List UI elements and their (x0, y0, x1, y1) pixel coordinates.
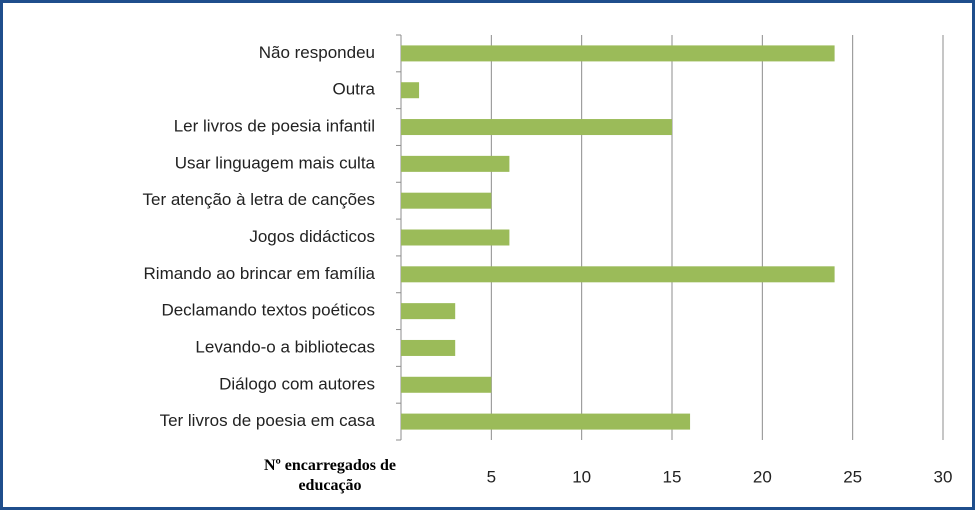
x-tick-label: 5 (487, 467, 496, 486)
y-tick-label: Usar linguagem mais culta (175, 153, 376, 172)
bar (401, 192, 492, 209)
y-tick-label: Ler livros de poesia infantil (174, 117, 375, 136)
x-tick-label: 10 (572, 467, 591, 486)
y-tick-label: Rimando ao brincar em família (144, 264, 376, 283)
bar (401, 119, 672, 136)
x-tick-label: 15 (663, 467, 682, 486)
x-axis-label: Nº encarregados de educação (263, 457, 397, 494)
y-tick-label: Ter livros de poesia em casa (160, 411, 376, 430)
bar (401, 413, 691, 430)
y-tick-label: Diálogo com autores (219, 374, 375, 393)
bar (401, 303, 456, 320)
y-tick-label: Ter atenção à letra de canções (143, 190, 375, 209)
bar (401, 229, 510, 246)
x-tick-label: 20 (753, 467, 772, 486)
y-tick-label: Declamando textos poéticos (161, 301, 375, 320)
bar (401, 45, 835, 62)
bar (401, 376, 492, 393)
y-tick-label: Jogos didácticos (249, 227, 375, 246)
bar (401, 266, 835, 283)
bar (401, 155, 510, 172)
x-tick-label: 30 (934, 467, 953, 486)
y-tick-label: Outra (332, 80, 375, 99)
bar (401, 339, 456, 356)
y-tick-label: Levando-o a bibliotecas (195, 337, 375, 356)
x-tick-label: 25 (843, 467, 862, 486)
y-tick-label: Não respondeu (259, 43, 375, 62)
bar (401, 82, 420, 99)
